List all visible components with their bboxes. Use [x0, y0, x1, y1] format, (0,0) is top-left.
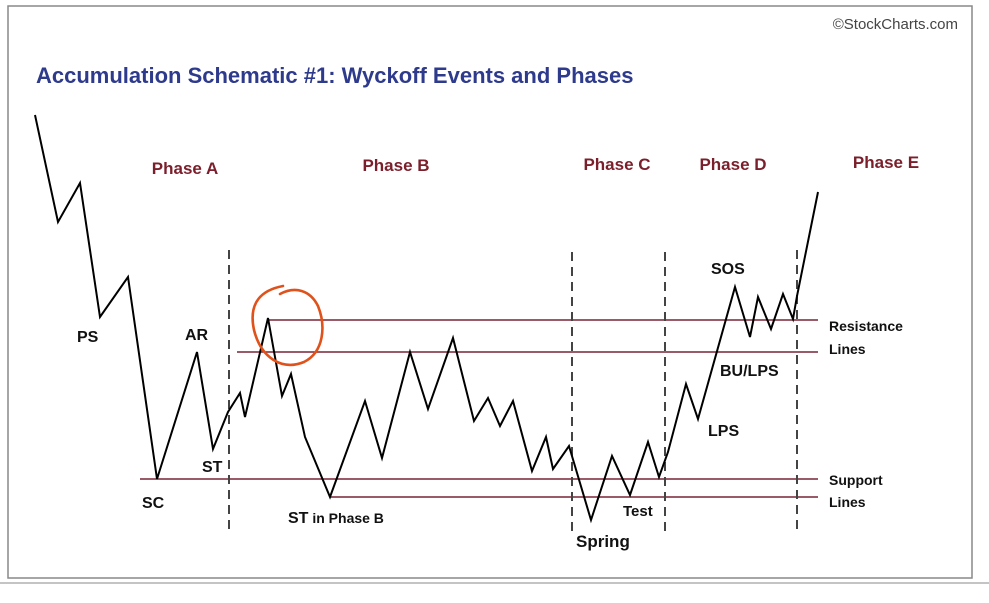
- event-lps-label: LPS: [708, 423, 739, 440]
- support-label-line1: Support: [829, 472, 883, 488]
- phase-b-label: Phase B: [362, 156, 429, 175]
- support-label-line2: Lines: [829, 494, 866, 510]
- event-st-phase-b-label: ST in Phase B: [288, 510, 384, 527]
- event-test-label: Test: [623, 503, 653, 520]
- resistance-label-line1: Resistance: [829, 318, 903, 334]
- event-ps-label: PS: [77, 329, 99, 346]
- watermark: ©StockCharts.com: [833, 16, 958, 33]
- diagram-title: Accumulation Schematic #1: Wyckoff Event…: [36, 63, 633, 88]
- phase-d-label: Phase D: [699, 155, 766, 174]
- event-ar-label: AR: [185, 327, 209, 344]
- event-sc-label: SC: [142, 495, 165, 512]
- price-path: [34, 114, 819, 524]
- phase-a-label: Phase A: [152, 159, 218, 178]
- event-st-phase-b-suffix: in Phase B: [308, 510, 383, 526]
- event-bu-lps-label: BU/LPS: [720, 363, 779, 380]
- event-st-phase-b-main: ST: [288, 510, 309, 527]
- highlight-circle: [251, 284, 324, 367]
- event-sos-label: SOS: [711, 261, 745, 278]
- event-st-label: ST: [202, 459, 223, 476]
- phase-c-label: Phase C: [583, 155, 650, 174]
- event-spring-label: Spring: [576, 532, 630, 551]
- chart-border: [7, 5, 973, 579]
- resistance-label-line2: Lines: [829, 341, 866, 357]
- phase-e-label: Phase E: [853, 153, 919, 172]
